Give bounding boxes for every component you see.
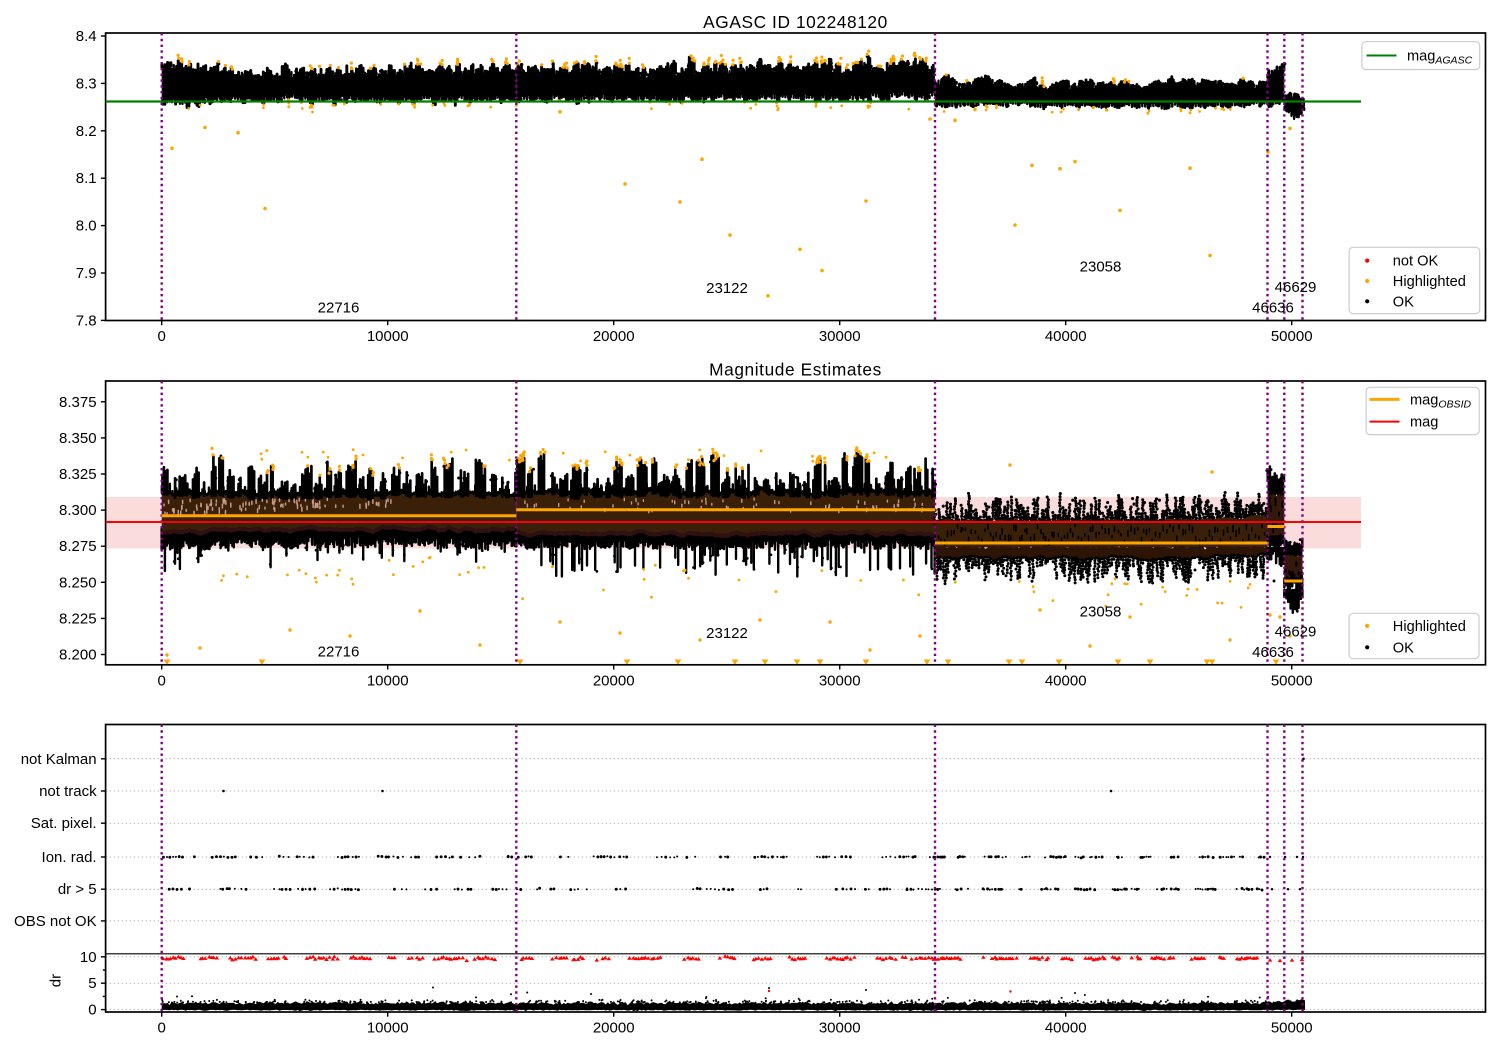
- svg-text:mag: mag: [1410, 415, 1438, 431]
- svg-text:8.225: 8.225: [59, 610, 97, 627]
- svg-text:OK: OK: [1393, 294, 1414, 310]
- svg-text:20000: 20000: [593, 672, 635, 689]
- svg-text:8.3: 8.3: [76, 75, 97, 92]
- svg-text:AGASC ID 102248120: AGASC ID 102248120: [703, 12, 888, 32]
- svg-text:0: 0: [158, 672, 166, 689]
- svg-text:OK: OK: [1393, 640, 1414, 656]
- svg-text:10000: 10000: [367, 328, 409, 345]
- svg-text:23058: 23058: [1080, 604, 1122, 621]
- svg-text:23058: 23058: [1080, 259, 1122, 276]
- svg-text:50000: 50000: [1271, 328, 1313, 345]
- svg-text:dr > 5: dr > 5: [58, 881, 97, 898]
- svg-text:8.325: 8.325: [59, 466, 97, 483]
- svg-text:46636: 46636: [1252, 644, 1294, 661]
- svg-text:20000: 20000: [593, 1020, 635, 1037]
- svg-text:Highlighted: Highlighted: [1393, 274, 1466, 290]
- svg-text:8.2: 8.2: [76, 123, 97, 140]
- svg-text:dr: dr: [48, 974, 65, 987]
- svg-text:40000: 40000: [1045, 328, 1087, 345]
- svg-text:46629: 46629: [1275, 279, 1317, 296]
- svg-text:46629: 46629: [1275, 624, 1317, 641]
- svg-text:8.250: 8.250: [59, 574, 97, 591]
- svg-text:30000: 30000: [819, 1020, 861, 1037]
- svg-text:7.8: 7.8: [76, 312, 97, 329]
- svg-text:8.200: 8.200: [59, 647, 97, 664]
- svg-text:Sat. pixel.: Sat. pixel.: [31, 815, 97, 832]
- svg-text:0: 0: [158, 1020, 166, 1037]
- svg-text:5: 5: [88, 975, 96, 992]
- svg-text:23122: 23122: [706, 625, 748, 642]
- svg-text:Highlighted: Highlighted: [1393, 619, 1466, 635]
- svg-text:8.300: 8.300: [59, 502, 97, 519]
- svg-text:0: 0: [88, 1002, 96, 1019]
- svg-text:50000: 50000: [1271, 1020, 1313, 1037]
- svg-text:30000: 30000: [819, 328, 861, 345]
- svg-text:30000: 30000: [819, 672, 861, 689]
- svg-text:8.275: 8.275: [59, 538, 97, 555]
- svg-text:40000: 40000: [1045, 672, 1087, 689]
- svg-text:7.9: 7.9: [76, 265, 97, 282]
- svg-text:not OK: not OK: [1393, 254, 1439, 270]
- svg-text:20000: 20000: [593, 328, 635, 345]
- svg-text:0: 0: [158, 328, 166, 345]
- svg-text:46636: 46636: [1252, 300, 1294, 317]
- svg-text:50000: 50000: [1271, 672, 1313, 689]
- svg-text:8.0: 8.0: [76, 218, 97, 235]
- svg-text:Ion. rad.: Ion. rad.: [42, 849, 97, 866]
- svg-text:10000: 10000: [367, 672, 409, 689]
- svg-text:OBS not OK: OBS not OK: [14, 913, 97, 930]
- svg-text:8.375: 8.375: [59, 394, 97, 411]
- svg-text:8.1: 8.1: [76, 170, 97, 187]
- svg-text:22716: 22716: [318, 644, 360, 661]
- svg-text:40000: 40000: [1045, 1020, 1087, 1037]
- svg-text:Magnitude Estimates: Magnitude Estimates: [709, 360, 882, 380]
- svg-text:8.4: 8.4: [76, 28, 97, 45]
- svg-text:22716: 22716: [318, 300, 360, 317]
- svg-text:not Kalman: not Kalman: [21, 751, 97, 768]
- svg-text:10000: 10000: [367, 1020, 409, 1037]
- svg-text:10: 10: [80, 949, 97, 966]
- svg-text:23122: 23122: [706, 280, 748, 297]
- svg-text:8.350: 8.350: [59, 430, 97, 447]
- svg-text:not track: not track: [39, 783, 97, 800]
